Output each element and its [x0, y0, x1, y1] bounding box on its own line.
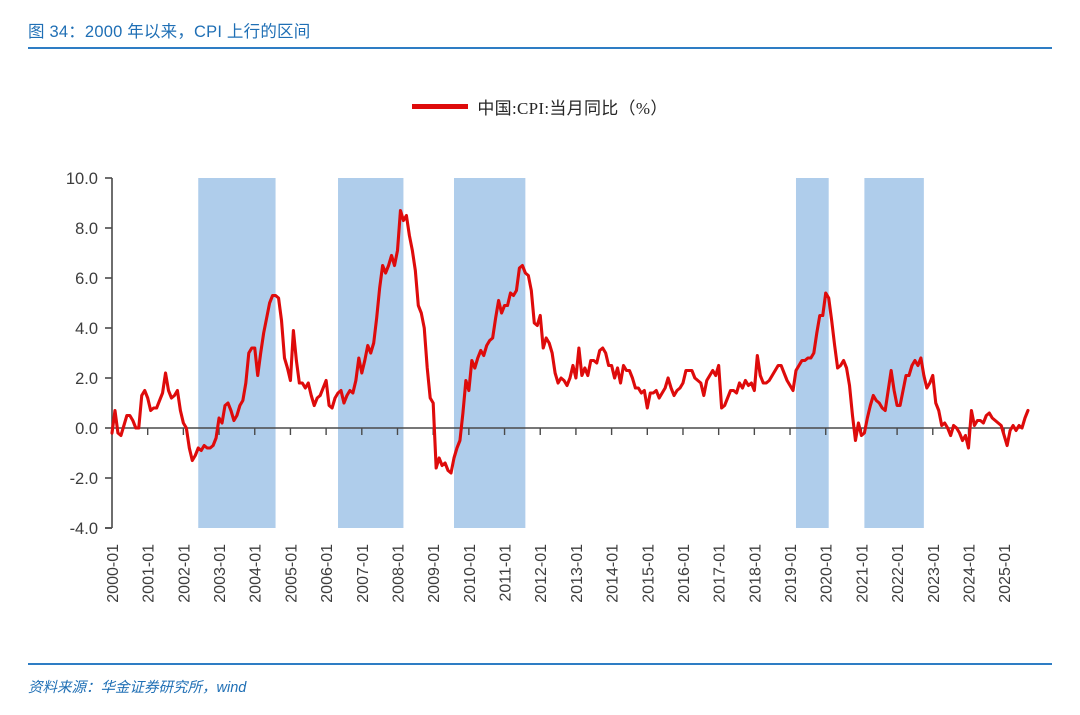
chart-legend: 中国:CPI:当月同比（%）: [0, 94, 1080, 119]
x-axis-tick-label: 2005-01: [283, 544, 300, 603]
shaded-band-3: [453, 178, 526, 528]
x-axis-tick-label: 2023-01: [926, 544, 943, 603]
y-axis-tick-label: 4.0: [75, 320, 98, 338]
x-axis-tick-label: 2001-01: [141, 544, 158, 603]
x-axis-tick-label: 2015-01: [640, 544, 657, 603]
title-divider: [28, 47, 1052, 49]
x-axis-tick-label: 2024-01: [961, 544, 978, 603]
x-axis-tick-label: 2000-01: [105, 544, 122, 603]
shaded-band-1: [198, 178, 276, 528]
x-axis-tick-label: 2020-01: [819, 544, 836, 603]
x-axis-tick-label: 2010-01: [462, 544, 479, 603]
y-axis-tick-label: 2.0: [75, 370, 98, 388]
y-axis-tick-label: -2.0: [70, 470, 98, 488]
x-axis-tick-label: 2016-01: [676, 544, 693, 603]
x-axis-tick-label: 2013-01: [569, 544, 586, 603]
legend-line-marker: [412, 104, 469, 109]
y-axis-tick-label: 10.0: [66, 170, 98, 188]
x-axis-tick-label: 2019-01: [783, 544, 800, 603]
x-axis-tick-label: 2004-01: [248, 544, 265, 603]
x-axis-tick-label: 2021-01: [854, 544, 871, 603]
y-axis-tick-label: 6.0: [75, 270, 98, 288]
x-axis-tick-label: 2009-01: [426, 544, 443, 603]
x-axis-tick-label: 2022-01: [890, 544, 907, 603]
y-axis-tick-label: -4.0: [70, 520, 98, 538]
shaded-band-5: [864, 178, 924, 528]
x-axis-tick-label: 2008-01: [390, 544, 407, 603]
x-axis-tick-label: 2002-01: [176, 544, 193, 603]
page-title: 图 34：2000 年以来，CPI 上行的区间: [28, 23, 311, 41]
x-axis-tick-label: 2012-01: [533, 544, 550, 603]
x-axis-tick-label: 2025-01: [997, 544, 1014, 603]
x-axis-tick-label: 2003-01: [212, 544, 229, 603]
y-axis-tick-label: 8.0: [75, 220, 98, 238]
x-axis-tick-label: 2006-01: [319, 544, 336, 603]
source-divider: [28, 663, 1052, 665]
cpi-series-line: [110, 208, 1030, 475]
x-axis-tick-label: 2011-01: [498, 544, 515, 602]
legend-label-cpi: 中国:CPI:当月同比（%）: [477, 99, 668, 118]
y-axis-tick-label: 0.0: [75, 420, 98, 438]
source-note: 资料来源：华金证券研究所，wind: [28, 680, 247, 696]
x-axis-tick-label: 2014-01: [605, 544, 622, 603]
x-axis-tick-label: 2018-01: [747, 544, 764, 603]
x-axis-tick-label: 2007-01: [355, 544, 372, 603]
x-axis-tick-label: 2017-01: [712, 544, 729, 603]
